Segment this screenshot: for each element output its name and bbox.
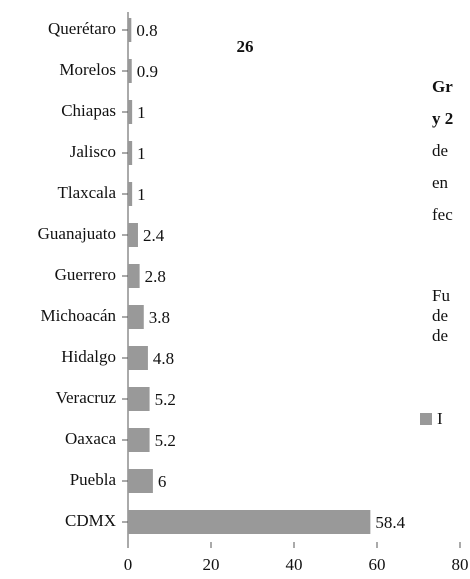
side-source: de — [432, 326, 448, 345]
side-source: Fu — [432, 286, 450, 305]
bar — [128, 223, 138, 247]
side-text: de — [432, 141, 448, 160]
value-label: 5.2 — [155, 431, 176, 450]
y-tick-label: Michoacán — [40, 306, 116, 325]
value-label: 0.9 — [137, 62, 158, 81]
bar — [128, 264, 140, 288]
value-label: 2.4 — [143, 226, 165, 245]
annotation: 26 — [237, 37, 254, 56]
bar — [128, 18, 132, 42]
y-tick-label: Jalisco — [70, 142, 116, 161]
x-tick-label: 0 — [124, 555, 133, 574]
value-label: 6 — [158, 472, 167, 491]
y-tick-label: Chiapas — [61, 101, 116, 120]
x-tick-label: 40 — [286, 555, 303, 574]
y-tick-label: CDMX — [65, 511, 116, 530]
x-tick-label: 60 — [369, 555, 386, 574]
bar — [128, 428, 150, 452]
y-tick-label: Guerrero — [55, 265, 116, 284]
value-label: 3.8 — [149, 308, 170, 327]
bar — [128, 305, 144, 329]
value-label: 58.4 — [375, 513, 405, 532]
value-label: 5.2 — [155, 390, 176, 409]
y-tick-label: Querétaro — [48, 19, 116, 38]
bar — [128, 100, 133, 124]
y-tick-label: Tlaxcala — [57, 183, 116, 202]
value-label: 4.8 — [153, 349, 174, 368]
x-tick-label: 20 — [203, 555, 220, 574]
value-label: 0.8 — [136, 21, 157, 40]
legend-swatch — [420, 413, 432, 425]
y-tick-label: Hidalgo — [61, 347, 116, 366]
y-tick-label: Morelos — [59, 60, 116, 79]
legend-label: I — [437, 409, 443, 428]
bar — [128, 469, 153, 493]
bar — [128, 141, 133, 165]
bar — [128, 387, 150, 411]
side-source: de — [432, 306, 448, 325]
y-tick-label: Guanajuato — [38, 224, 116, 243]
side-text: fec — [432, 205, 453, 224]
bar — [128, 510, 371, 534]
bar — [128, 346, 148, 370]
bar — [128, 182, 133, 206]
side-title: y 2 — [432, 109, 453, 128]
value-label: 2.8 — [145, 267, 166, 286]
y-tick-label: Oaxaca — [65, 429, 116, 448]
y-tick-label: Puebla — [70, 470, 117, 489]
y-tick-label: Veracruz — [56, 388, 117, 407]
x-tick-label: 80 — [452, 555, 469, 574]
value-label: 1 — [137, 185, 146, 204]
side-title: Gr — [432, 77, 453, 96]
value-label: 1 — [137, 144, 146, 163]
value-label: 1 — [137, 103, 146, 122]
side-text: en — [432, 173, 449, 192]
bar — [128, 59, 132, 83]
